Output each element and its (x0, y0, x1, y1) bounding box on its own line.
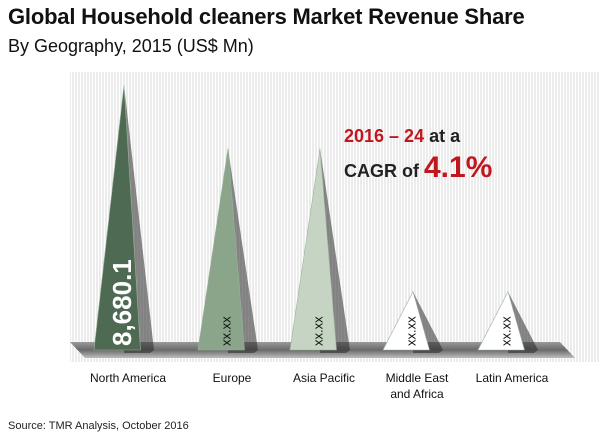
cagr-callout: 2016 – 24 at a CAGR of 4.1% (344, 126, 492, 185)
category-label-asia-pacific: Asia Pacific (293, 371, 355, 385)
category-labels: North America Europe Asia Pacific Middle Ea… (90, 371, 549, 401)
chart-marks: 8,680.1 xx.xx xx.xx xx.xx xx.xx (93, 84, 538, 353)
category-label-europe: Europe (213, 371, 252, 385)
bar-europe (197, 148, 245, 351)
chart-title: Global Household cleaners Market Revenue… (8, 4, 525, 29)
data-label-asia-pacific: xx.xx (311, 316, 326, 346)
callout-cagr-value: 4.1% (424, 151, 493, 184)
callout-period: 2016 – 24 (344, 126, 425, 146)
bar-asia-pacific (289, 148, 337, 351)
bar-north-america (93, 84, 141, 351)
callout-cagr: CAGR (344, 161, 397, 181)
data-label-latin-america: xx.xx (499, 316, 514, 346)
data-label-europe: xx.xx (219, 316, 234, 346)
category-label-latin-america: Latin America (476, 371, 549, 385)
bar-latin-america (477, 290, 525, 351)
chart-subtitle: By Geography, 2015 (US$ Mn) (8, 36, 254, 56)
category-label-middle-east-and-africa: Middle East and Africa (386, 371, 449, 401)
callout-of: of (397, 161, 424, 181)
bar-middle-east-and-africa (382, 290, 430, 351)
data-label-north-america: 8,680.1 (107, 259, 137, 346)
data-label-middle-east-and-africa: xx.xx (404, 316, 419, 346)
source-note: Source: TMR Analysis, October 2016 (8, 420, 189, 432)
category-label-north-america: North America (90, 371, 166, 385)
callout-at-a: at a (424, 126, 461, 146)
